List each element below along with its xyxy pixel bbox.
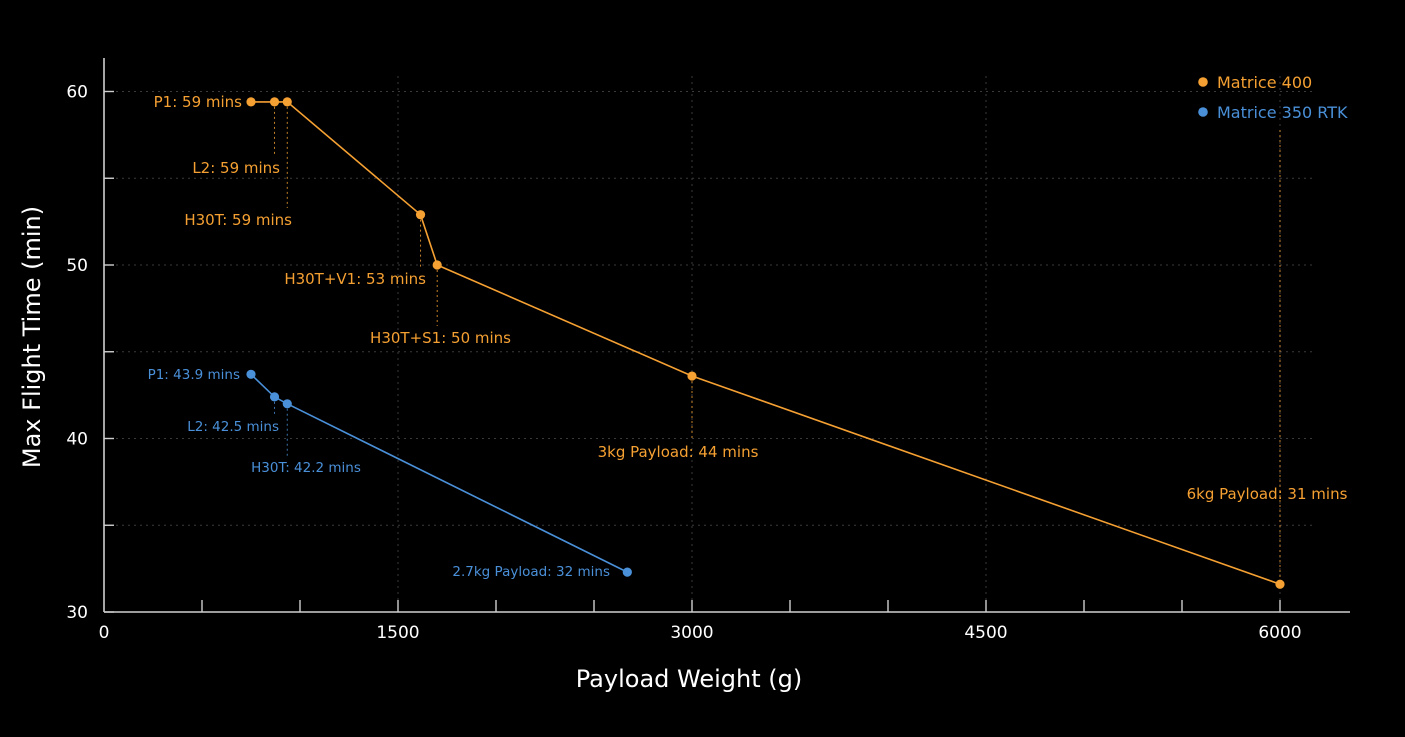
data-points — [246, 97, 1285, 589]
data-point — [622, 567, 632, 577]
data-point — [269, 392, 280, 402]
data-point — [269, 97, 280, 107]
x-tick-label: 6000 — [1258, 623, 1301, 643]
data-label: P1: 43.9 mins — [148, 367, 240, 383]
legend-entry: Matrice 350 RTK — [1217, 103, 1348, 122]
y-tick-label: 40 — [66, 430, 88, 450]
data-label: H30T: 59 mins — [184, 211, 292, 229]
data-label: 6kg Payload: 31 mins — [1187, 485, 1348, 503]
legend-entry: Matrice 400 — [1217, 73, 1312, 92]
annotations: P1: 59 mins L2: 59 mins H30T: 59 mins H30T+… — [148, 93, 1348, 580]
x-tick-label: 3000 — [670, 623, 713, 643]
leader-lines — [274, 101, 1281, 585]
x-tick-label: 1500 — [376, 623, 419, 643]
legend-marker — [1198, 107, 1208, 117]
y-tick-label: 50 — [66, 256, 88, 276]
data-label: P1: 59 mins — [154, 93, 243, 111]
x-axis-title: Payload Weight (g) — [576, 665, 802, 693]
x-tick-label: 4500 — [964, 623, 1007, 643]
data-label: 3kg Payload: 44 mins — [598, 443, 759, 461]
data-label: H30T+S1: 50 mins — [370, 329, 511, 347]
data-point — [246, 369, 256, 379]
data-point — [432, 260, 442, 270]
data-point — [687, 371, 697, 381]
series-line — [250, 373, 628, 573]
data-point — [246, 97, 256, 107]
axes: 30 40 50 60 0 1500 3000 4500 6000 — [66, 58, 1350, 643]
data-label: L2: 59 mins — [192, 159, 280, 177]
data-label: L2: 42.5 mins — [187, 419, 279, 435]
data-point — [282, 97, 292, 107]
y-axis-title: Max Flight Time (min) — [18, 206, 46, 468]
data-point — [282, 399, 292, 409]
legend: Matrice 400 Matrice 350 RTK — [1198, 73, 1348, 122]
data-label: H30T+V1: 53 mins — [284, 270, 426, 288]
data-label: H30T: 42.2 mins — [251, 460, 361, 476]
y-tick-label: 30 — [66, 603, 88, 623]
y-tick-label: 60 — [66, 83, 88, 103]
legend-marker — [1198, 77, 1208, 87]
data-point — [415, 210, 426, 220]
data-point — [1275, 579, 1285, 589]
x-tick-label: 0 — [99, 623, 110, 643]
data-label: 2.7kg Payload: 32 mins — [452, 564, 610, 580]
